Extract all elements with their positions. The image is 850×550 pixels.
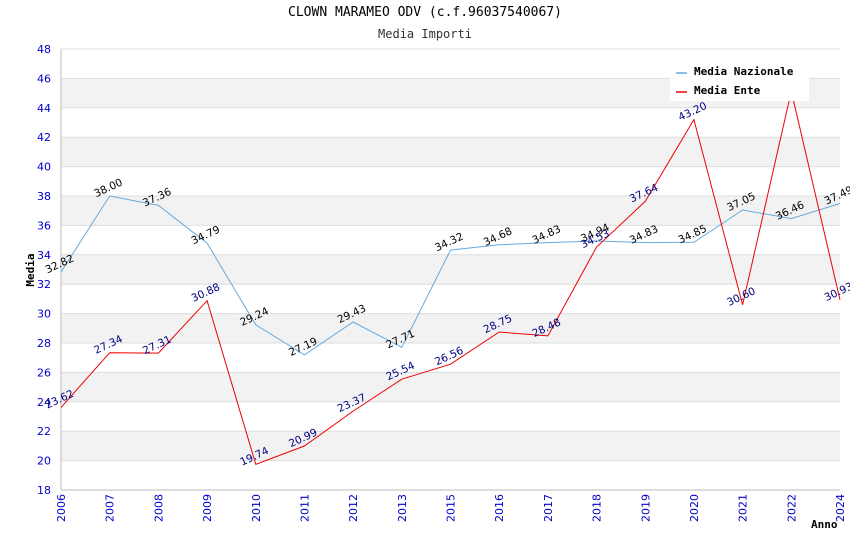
data-label: 34.32 xyxy=(433,231,465,255)
y-tick-label: 36 xyxy=(37,219,51,232)
grid-band xyxy=(61,137,840,167)
legend-entry: Media Ente xyxy=(694,84,761,97)
y-tick-label: 20 xyxy=(37,455,51,468)
series-line-media-nazionale xyxy=(60,195,841,356)
grid-band xyxy=(61,254,840,285)
y-tick-label: 42 xyxy=(37,131,51,144)
legend-box xyxy=(670,58,809,101)
x-tick-label: 2020 xyxy=(688,494,701,522)
x-tick-label: 2015 xyxy=(445,494,458,522)
grid-band xyxy=(61,313,840,343)
axes xyxy=(60,49,840,491)
y-tick-label: 24 xyxy=(37,396,51,409)
legend: Media Nazionale Media Ente xyxy=(670,58,809,101)
x-tick-label: 2009 xyxy=(201,494,214,522)
x-tick-labels: 2006 2007 2008 2009 2010 2011 2012 2013 2015 2016… xyxy=(55,494,847,522)
y-tick-label: 18 xyxy=(37,484,51,497)
x-tick-label: 2012 xyxy=(347,494,360,522)
x-tick-label: 2018 xyxy=(591,494,604,522)
x-tick-label: 2022 xyxy=(785,494,798,522)
y-tick-label: 40 xyxy=(37,161,51,174)
y-axis-title: Media xyxy=(24,253,37,286)
data-label: 23.62 xyxy=(44,388,76,412)
y-tick-label: 44 xyxy=(37,102,51,115)
data-label: 34.79 xyxy=(190,224,222,248)
y-tick-label: 22 xyxy=(37,425,51,438)
data-label: 34.83 xyxy=(628,223,660,247)
x-tick-label: 2019 xyxy=(639,494,652,522)
x-tick-label: 2013 xyxy=(396,494,409,522)
x-axis-title: Anno xyxy=(811,518,838,531)
x-tick-label: 2017 xyxy=(542,494,555,522)
y-tick-label: 46 xyxy=(37,72,51,85)
data-label: 34.85 xyxy=(677,223,709,247)
grid-bands xyxy=(61,78,840,461)
y-tick-labels: 18 20 22 24 26 28 30 32 34 36 38 40 42 44 46 48 xyxy=(37,43,51,497)
x-tick-label: 2006 xyxy=(55,494,68,522)
chart-title: CLOWN MARAMEO ODV (c.f.96037540067) xyxy=(288,5,562,20)
x-tick-label: 2008 xyxy=(152,494,165,522)
x-tick-label: 2016 xyxy=(493,494,506,522)
y-tick-label: 48 xyxy=(37,43,51,56)
y-tick-label: 34 xyxy=(37,249,51,262)
chart-subtitle: Media Importi xyxy=(378,27,472,41)
x-tick-label: 2010 xyxy=(250,494,263,522)
y-tick-label: 30 xyxy=(37,308,51,321)
y-tick-label: 26 xyxy=(37,366,51,379)
y-tick-label: 28 xyxy=(37,337,51,350)
x-tick-label: 2024 xyxy=(834,494,847,522)
y-tick-label: 32 xyxy=(37,278,51,291)
data-label: 30.60 xyxy=(725,285,757,309)
series-lines xyxy=(60,91,841,466)
x-tick-label: 2007 xyxy=(104,494,117,522)
grid-band xyxy=(61,196,840,226)
x-tick-label: 2021 xyxy=(737,494,750,522)
x-tick-label: 2011 xyxy=(298,494,311,522)
grid-band xyxy=(61,372,840,402)
y-tick-label: 38 xyxy=(37,190,51,203)
series-line-media-ente xyxy=(60,91,841,466)
grid-band xyxy=(61,431,840,461)
legend-entry: Media Nazionale xyxy=(694,65,794,78)
